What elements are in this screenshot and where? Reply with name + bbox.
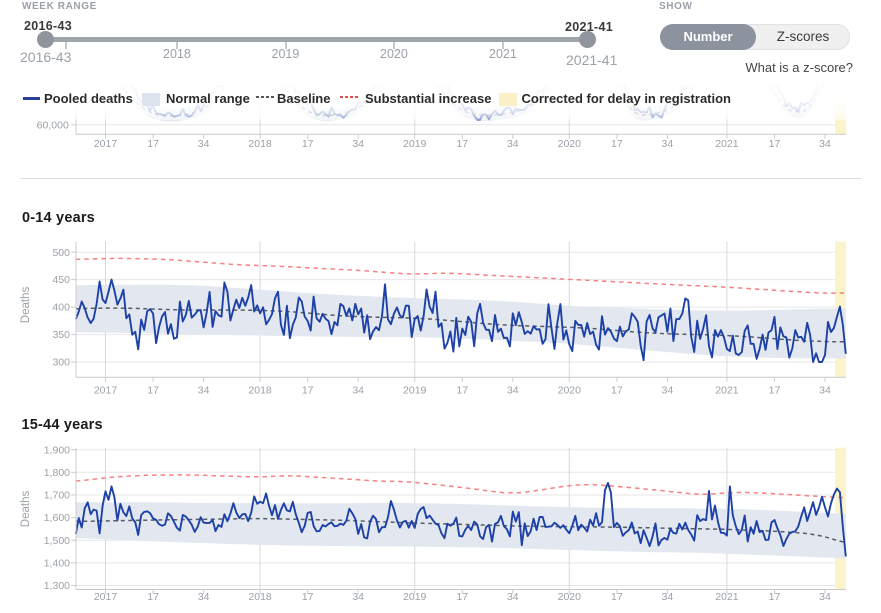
svg-text:350: 350 bbox=[52, 329, 70, 341]
svg-text:34: 34 bbox=[662, 591, 674, 603]
svg-text:1,700: 1,700 bbox=[44, 490, 70, 502]
svg-text:1,900: 1,900 bbox=[44, 444, 70, 456]
svg-text:34: 34 bbox=[662, 385, 674, 397]
svg-text:17: 17 bbox=[147, 385, 159, 397]
svg-text:34: 34 bbox=[819, 138, 831, 150]
svg-text:17: 17 bbox=[769, 138, 781, 150]
svg-text:17: 17 bbox=[302, 591, 314, 603]
svg-text:17: 17 bbox=[611, 138, 623, 150]
svg-text:17: 17 bbox=[302, 138, 314, 150]
svg-text:1,800: 1,800 bbox=[44, 467, 70, 479]
svg-text:2019: 2019 bbox=[403, 138, 427, 150]
svg-text:500: 500 bbox=[52, 247, 70, 259]
svg-text:17: 17 bbox=[769, 385, 781, 397]
svg-text:17: 17 bbox=[147, 138, 159, 150]
svg-text:34: 34 bbox=[507, 591, 519, 603]
svg-text:400: 400 bbox=[52, 302, 70, 314]
svg-text:34: 34 bbox=[352, 385, 364, 397]
svg-text:300: 300 bbox=[52, 357, 70, 369]
svg-text:2019: 2019 bbox=[403, 385, 427, 397]
svg-text:2019: 2019 bbox=[403, 591, 427, 603]
svg-text:34: 34 bbox=[819, 385, 831, 397]
svg-text:2020: 2020 bbox=[558, 591, 582, 603]
svg-text:2017: 2017 bbox=[94, 385, 118, 397]
svg-text:2017: 2017 bbox=[94, 591, 118, 603]
svg-text:34: 34 bbox=[352, 138, 364, 150]
svg-text:34: 34 bbox=[198, 385, 210, 397]
svg-text:34: 34 bbox=[198, 591, 210, 603]
svg-text:34: 34 bbox=[507, 138, 519, 150]
svg-text:34: 34 bbox=[819, 591, 831, 603]
svg-text:1,600: 1,600 bbox=[44, 512, 70, 524]
svg-text:2018: 2018 bbox=[248, 385, 272, 397]
svg-text:2021: 2021 bbox=[715, 591, 739, 603]
svg-text:34: 34 bbox=[198, 138, 210, 150]
svg-text:1,400: 1,400 bbox=[44, 558, 70, 570]
svg-text:34: 34 bbox=[507, 385, 519, 397]
svg-text:17: 17 bbox=[147, 591, 159, 603]
svg-text:17: 17 bbox=[302, 385, 314, 397]
svg-text:17: 17 bbox=[456, 591, 468, 603]
svg-text:2021: 2021 bbox=[715, 138, 739, 150]
svg-text:1,500: 1,500 bbox=[44, 535, 70, 547]
svg-text:2020: 2020 bbox=[558, 385, 582, 397]
svg-text:2018: 2018 bbox=[248, 138, 272, 150]
svg-text:60,000: 60,000 bbox=[37, 119, 69, 131]
svg-text:17: 17 bbox=[611, 385, 623, 397]
svg-text:450: 450 bbox=[52, 274, 70, 286]
svg-text:17: 17 bbox=[611, 591, 623, 603]
svg-text:2017: 2017 bbox=[94, 138, 118, 150]
svg-text:2018: 2018 bbox=[248, 591, 272, 603]
svg-text:17: 17 bbox=[456, 138, 468, 150]
svg-text:1,300: 1,300 bbox=[44, 580, 70, 592]
svg-text:17: 17 bbox=[769, 591, 781, 603]
svg-text:34: 34 bbox=[662, 138, 674, 150]
svg-text:17: 17 bbox=[456, 385, 468, 397]
svg-text:2020: 2020 bbox=[558, 138, 582, 150]
svg-text:2021: 2021 bbox=[715, 385, 739, 397]
svg-text:34: 34 bbox=[352, 591, 364, 603]
